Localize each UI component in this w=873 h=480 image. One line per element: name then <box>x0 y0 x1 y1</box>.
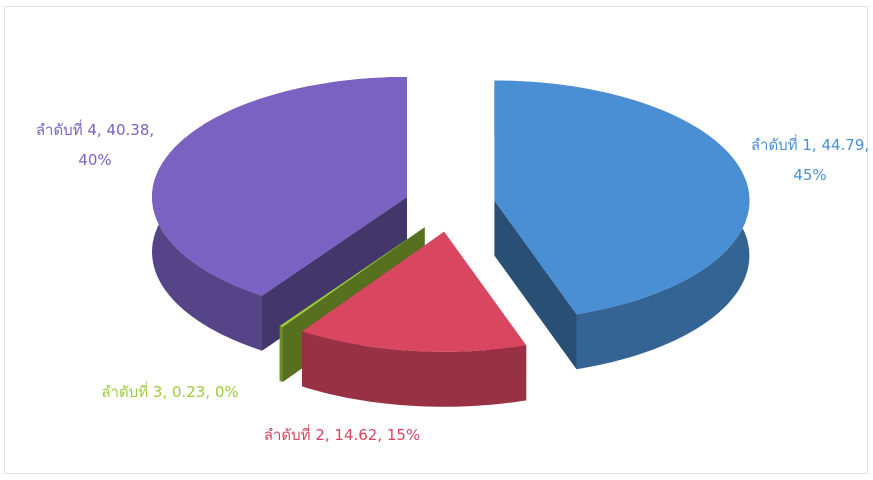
slice <box>279 227 425 327</box>
slice-side <box>262 197 407 351</box>
data-label: ลำดับที่ 3, 0.23, 0% <box>101 383 239 401</box>
frame <box>4 6 868 474</box>
data-label: ลำดับที่ 2, 14.62, 15% <box>263 426 421 444</box>
slice <box>494 80 750 315</box>
slice-wall <box>279 326 283 382</box>
slice <box>302 231 527 352</box>
slice-side <box>494 200 577 370</box>
slice <box>152 77 407 296</box>
data-label: ลำดับที่ 4, 40.38, 40% <box>35 121 155 169</box>
data-label: ลำดับที่ 1, 44.79, 45% <box>750 136 870 184</box>
slice-wall <box>302 331 527 407</box>
